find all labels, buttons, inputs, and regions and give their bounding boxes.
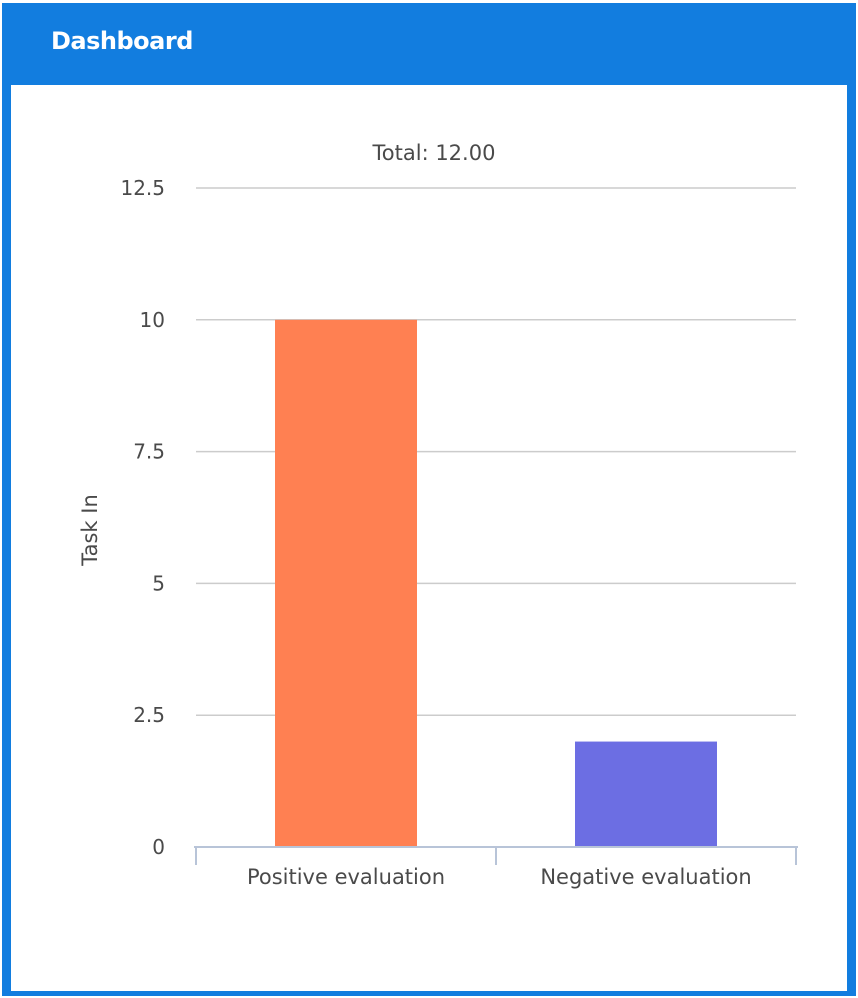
dashboard-header: Dashboard <box>2 3 856 84</box>
y-tick-label: 0 <box>152 835 165 859</box>
header-title: Dashboard <box>51 27 193 55</box>
bar[interactable] <box>275 319 417 847</box>
x-tick-label: Positive evaluation <box>247 865 445 889</box>
axes <box>194 846 798 865</box>
y-axis-label: Task In <box>78 494 102 567</box>
y-tick-label: 5 <box>152 571 165 595</box>
chart-title: Total: 12.00 <box>372 141 496 165</box>
y-tick-label: 12.5 <box>120 176 165 200</box>
bar[interactable] <box>575 741 717 847</box>
bars <box>275 319 717 847</box>
x-tick-label: Negative evaluation <box>540 865 751 889</box>
y-tick-label: 2.5 <box>133 703 165 727</box>
tick-labels: 0 2.5 5 7.5 10 12.5 Positive evaluation Negativ… <box>120 176 751 889</box>
y-tick-label: 10 <box>140 308 165 332</box>
y-tick-label: 7.5 <box>133 440 165 464</box>
